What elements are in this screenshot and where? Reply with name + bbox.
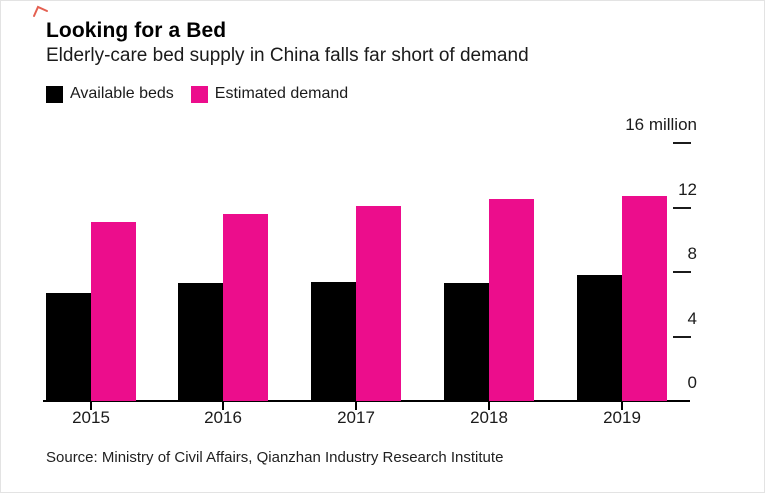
- source-note: Source: Ministry of Civil Affairs, Qianz…: [46, 449, 504, 466]
- x-tick-2017: [355, 402, 357, 410]
- x-label-2015: 2015: [72, 408, 110, 427]
- bar-demand-2018: [489, 199, 534, 401]
- bar-available-2017: [311, 282, 356, 401]
- y-label-16: 16 million: [625, 115, 697, 134]
- y-label-12: 12: [678, 180, 697, 199]
- y-tick-8: [673, 271, 691, 273]
- red-annotation-mark: [33, 5, 48, 17]
- bar-demand-2016: [223, 214, 268, 401]
- bar-available-2018: [444, 283, 489, 401]
- legend-item-available-beds: Available beds: [46, 85, 174, 103]
- x-axis-baseline: [43, 400, 690, 402]
- chart-subtitle: Elderly-care bed supply in China falls f…: [46, 45, 529, 66]
- bar-available-2016: [178, 283, 223, 401]
- legend-swatch-estimated-demand-icon: [190, 85, 208, 103]
- y-label-4: 4: [687, 309, 697, 328]
- y-tick-12: [673, 207, 691, 209]
- legend-swatch-available-beds-icon: [46, 85, 63, 103]
- legend-label-available-beds: Available beds: [70, 85, 174, 102]
- x-tick-2018: [488, 402, 490, 410]
- bar-demand-2019: [622, 196, 667, 401]
- x-tick-2016: [222, 402, 224, 410]
- legend-label-estimated-demand: Estimated demand: [214, 85, 349, 102]
- bar-available-2015: [46, 293, 91, 401]
- bar-available-2019: [577, 275, 622, 401]
- y-label-0: 0: [687, 373, 697, 392]
- x-label-2018: 2018: [470, 408, 508, 427]
- legend-item-estimated-demand: Estimated demand: [190, 85, 349, 103]
- legend: Available beds Estimated demand: [46, 85, 348, 103]
- y-tick-4: [673, 336, 691, 338]
- chart-title: Looking for a Bed: [46, 19, 227, 42]
- y-tick-16: [673, 142, 691, 144]
- y-label-8: 8: [687, 244, 697, 263]
- bar-demand-2017: [356, 206, 401, 401]
- x-label-2017: 2017: [337, 408, 375, 427]
- bar-demand-2015: [91, 222, 136, 401]
- x-tick-2015: [90, 402, 92, 410]
- x-label-2016: 2016: [204, 408, 242, 427]
- x-tick-2019: [621, 402, 623, 410]
- x-label-2019: 2019: [603, 408, 641, 427]
